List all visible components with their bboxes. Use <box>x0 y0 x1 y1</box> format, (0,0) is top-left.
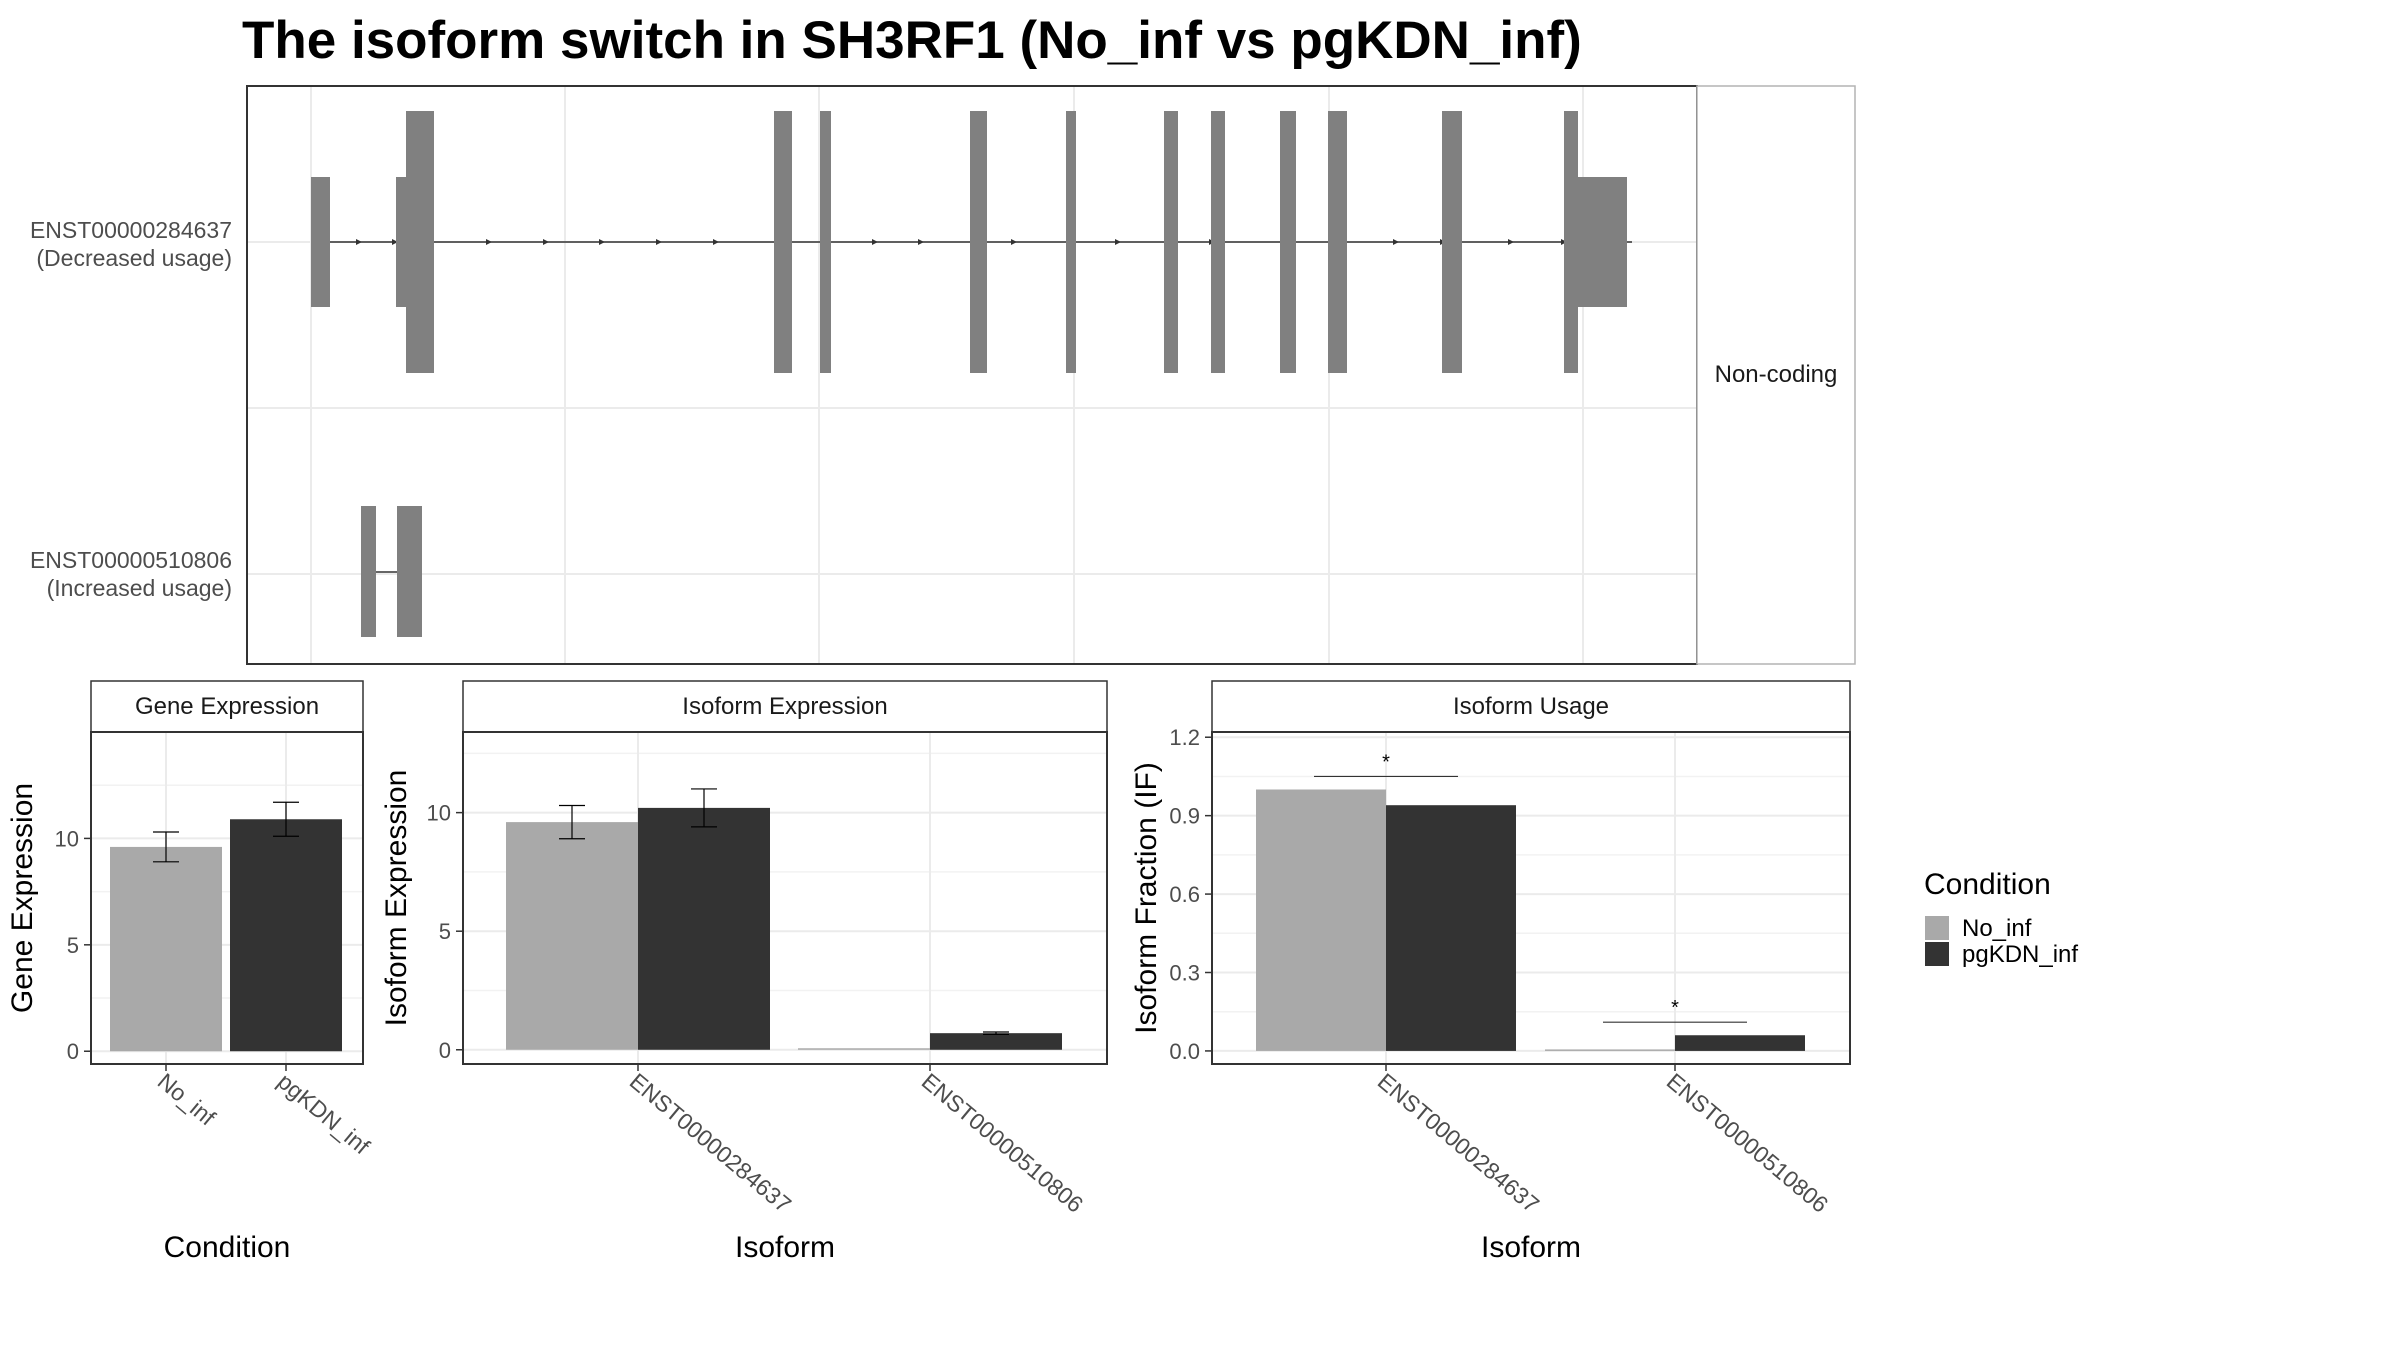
y-tick-label: 0 <box>439 1038 451 1063</box>
bar-pgkdn-inf-2 <box>1675 1035 1805 1051</box>
y-axis-title: Isoform Fraction (IF) <box>1130 762 1163 1034</box>
y-tick-label: 0.6 <box>1169 882 1200 907</box>
y-tick-label: 0 <box>67 1039 79 1064</box>
bar-pgkdn-inf-2 <box>930 1033 1062 1050</box>
panel-strip <box>462 680 1108 733</box>
transcript-1-id: ENST00000284637 <box>30 217 232 243</box>
bar-pgkdn-inf-1 <box>1386 805 1516 1051</box>
legend-swatch-pgkdn-inf <box>1925 942 1949 966</box>
y-tick-label: 0.0 <box>1169 1039 1200 1064</box>
bar-no-inf-2 <box>798 1048 930 1050</box>
panel-strip-label: Isoform Expression <box>682 693 887 720</box>
transcript-2-id: ENST00000510806 <box>30 547 232 573</box>
plot-frame <box>462 731 1108 1065</box>
legend-label-pgkdn-inf: pgKDN_inf <box>1962 941 2078 968</box>
panel-strip <box>90 680 364 733</box>
significance-marker: * <box>1671 997 1679 1019</box>
significance-marker: * <box>1382 751 1390 773</box>
bar-pgkdn-inf <box>230 819 342 1052</box>
panel-strip-label: Isoform Usage <box>1453 693 1609 720</box>
y-tick-label: 10 <box>427 801 451 826</box>
transcript-2-exons <box>361 506 422 637</box>
panel-strip-label: Gene Expression <box>135 693 319 720</box>
legend-title: Condition <box>1924 868 2051 901</box>
y-tick-label: 1.2 <box>1169 725 1200 750</box>
bar-no-inf <box>110 846 222 1052</box>
transcript-panel: Non-coding ENST00000284637 (Decreased us… <box>30 85 1856 665</box>
legend-swatch-no-inf <box>1925 916 1949 940</box>
transcript-2-model <box>361 506 422 637</box>
panel-strip <box>1211 680 1851 733</box>
transcript-1-exons <box>311 111 1627 373</box>
bar-panel-3: Isoform Usage**0.00.30.60.91.2ENST000002… <box>1130 680 1851 1264</box>
plot-frame <box>1211 731 1851 1065</box>
y-axis-title: Gene Expression <box>6 783 39 1013</box>
bar-no-inf-1 <box>506 822 638 1050</box>
y-tick-label: 5 <box>439 919 451 944</box>
legend: Condition No_inf pgKDN_inf <box>1924 868 2078 968</box>
legend-label-no-inf: No_inf <box>1962 915 2032 942</box>
y-tick-label: 10 <box>55 826 79 851</box>
y-tick-label: 0.9 <box>1169 804 1200 829</box>
x-axis-title: Condition <box>164 1231 291 1264</box>
bar-no-inf-2 <box>1545 1049 1675 1051</box>
bar-pgkdn-inf-1 <box>638 807 770 1050</box>
y-tick-label: 5 <box>67 933 79 958</box>
transcript-facet-strip <box>1696 85 1856 665</box>
transcript-2-usage-note: (Increased usage) <box>47 575 232 601</box>
plot-frame <box>90 731 364 1065</box>
x-axis-title: Isoform <box>735 1231 835 1264</box>
transcript-facet-label: Non-coding <box>1715 361 1838 388</box>
y-tick-label: 0.3 <box>1169 961 1200 986</box>
transcript-1-usage-note: (Decreased usage) <box>36 245 232 271</box>
figure-title: The isoform switch in SH3RF1 (No_inf vs … <box>242 11 1582 70</box>
bar-no-inf-1 <box>1256 789 1386 1051</box>
transcript-1-model <box>311 111 1632 373</box>
y-axis-title: Isoform Expression <box>380 770 413 1027</box>
x-axis-title: Isoform <box>1481 1231 1581 1264</box>
